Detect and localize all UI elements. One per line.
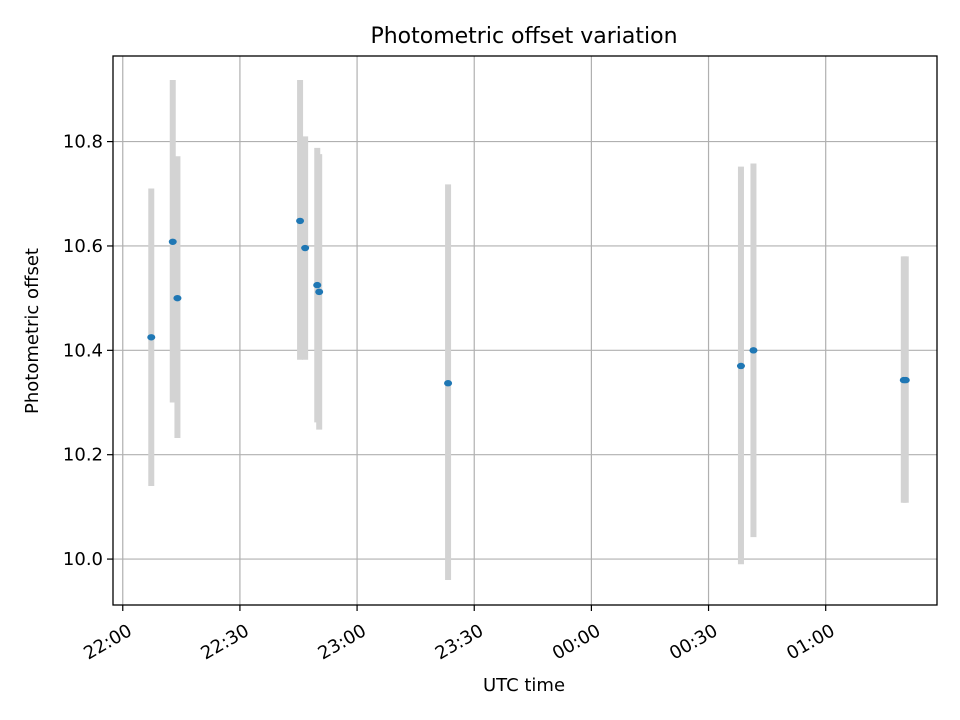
y-tick-label: 10.2: [63, 445, 103, 466]
data-point: [296, 217, 305, 225]
data-point: [313, 281, 322, 289]
plot-frame: [112, 55, 938, 606]
data-point: [315, 288, 324, 296]
data-point: [301, 244, 310, 252]
y-tick-label: 10.6: [63, 236, 103, 257]
y-axis-ticks: 10.0 10.2 10.4 10.6 10.8: [63, 132, 113, 570]
x-axis-label: UTC time: [483, 675, 565, 696]
data-point: [901, 376, 910, 384]
y-tick-label: 10.0: [63, 549, 103, 570]
chart-title: Photometric offset variation: [370, 24, 677, 49]
y-axis-label: Photometric offset: [22, 248, 43, 414]
data-point: [168, 238, 177, 245]
data-point: [736, 362, 745, 370]
y-tick-label: 10.8: [63, 132, 103, 153]
gridlines: [113, 56, 937, 605]
y-tick-label: 10.4: [63, 340, 103, 361]
data-point: [173, 294, 182, 302]
data-point: [444, 380, 453, 387]
data-point: [749, 347, 758, 354]
data-points: [147, 217, 910, 387]
data-point: [147, 334, 156, 341]
